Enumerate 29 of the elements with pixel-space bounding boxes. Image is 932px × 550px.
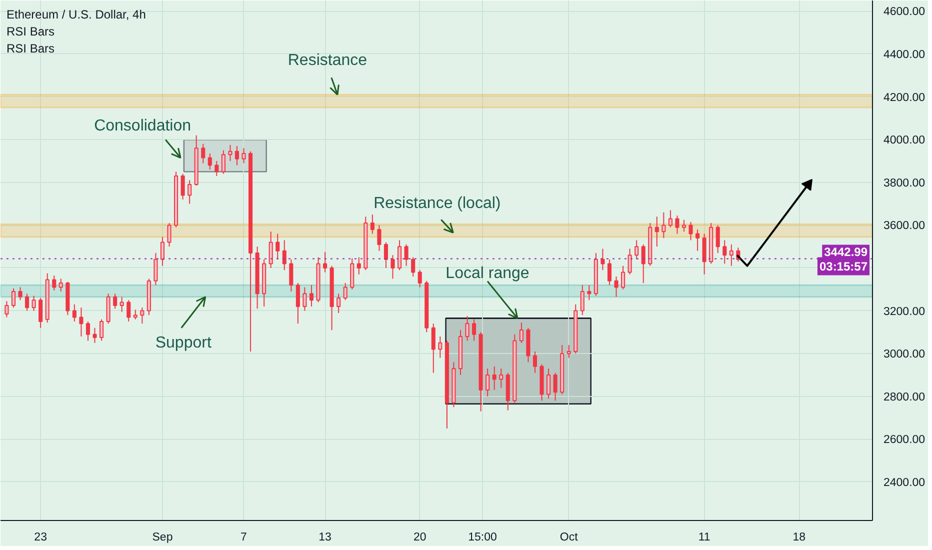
y-tick-label: 4400.00 <box>884 49 926 61</box>
text: Ethereum / U.S. Dollar, 4h <box>6 8 146 22</box>
y-tick-label: 3000.00 <box>884 348 926 361</box>
x-tick-label: 20 <box>413 532 426 544</box>
annotation: Local range <box>446 264 530 282</box>
y-tick-label: 2400.00 <box>884 476 926 489</box>
x-tick-label: Oct <box>560 532 579 544</box>
x-tick-label: 18 <box>792 532 806 544</box>
y-tick-label: 4600.00 <box>884 6 926 18</box>
y-tick-label: 3800.00 <box>884 177 926 190</box>
x-tick-label: 15:00 <box>468 532 497 544</box>
y-tick-label: 3600.00 <box>884 220 926 232</box>
x-tick-label: Sep <box>152 532 173 544</box>
annotation: RSI Bars <box>6 42 55 56</box>
annotation: Resistance <box>288 52 368 70</box>
y-tick-label: 3200.00 <box>884 306 926 318</box>
annotation: Support <box>155 334 212 352</box>
annotation: Consolidation <box>94 117 192 134</box>
x-tick-label: 23 <box>34 532 47 544</box>
x-tick-label: 7 <box>240 532 247 544</box>
x-tick-label: 11 <box>698 532 710 544</box>
y-tick-label: 4200.00 <box>884 92 926 104</box>
text: RSI Bars <box>6 24 55 38</box>
annotation: Resistance (local) <box>374 195 501 212</box>
y-tick-label: 4000.00 <box>884 134 926 147</box>
x-tick-label: 13 <box>318 532 332 544</box>
y-tick-label: 2600.00 <box>884 434 926 446</box>
ref-line-label: 3442.99 03:15:57 <box>819 244 868 274</box>
y-tick-label: 2800.00 <box>884 391 926 404</box>
